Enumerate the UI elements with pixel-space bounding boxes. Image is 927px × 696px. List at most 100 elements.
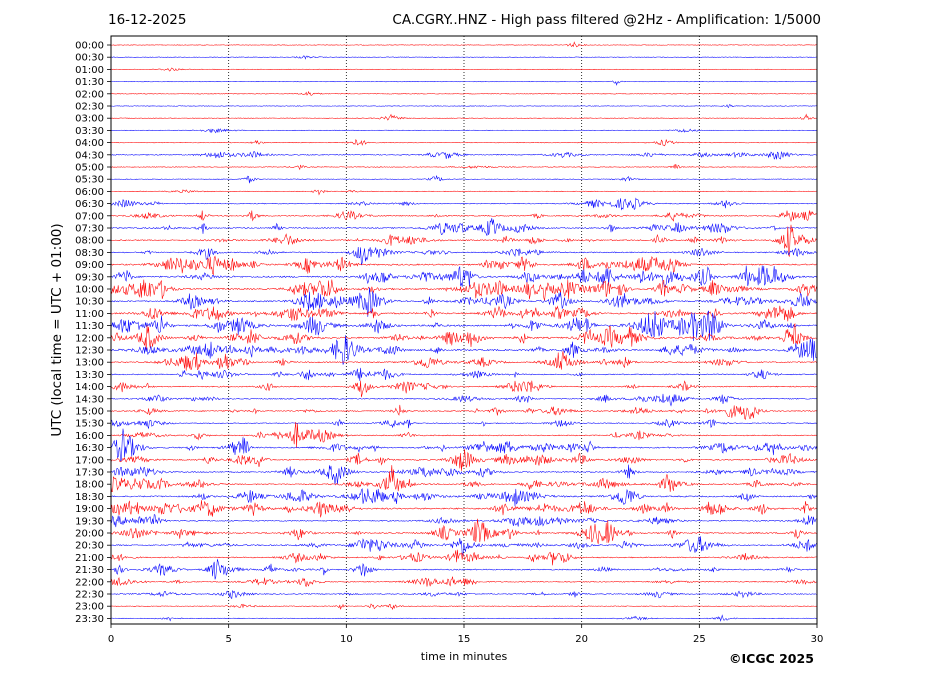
- y-tick-label: 03:30: [75, 126, 104, 137]
- y-tick-label: 21:30: [75, 565, 104, 576]
- trace-1330: [110, 367, 817, 381]
- y-tick-label: 14:30: [75, 394, 104, 405]
- x-tick-label: 10: [340, 634, 353, 645]
- y-tick-label: 07:00: [75, 211, 104, 222]
- y-tick-label: 00:30: [75, 53, 104, 64]
- y-tick-label: 10:30: [75, 297, 104, 308]
- y-tick-label: 16:30: [75, 443, 104, 454]
- y-tick-label: 11:00: [75, 309, 104, 320]
- trace-0400: [110, 138, 817, 147]
- x-tick-label: 0: [108, 634, 114, 645]
- y-tick-label: 10:00: [75, 285, 104, 296]
- x-tick-label: 25: [693, 634, 706, 645]
- y-tick-label: 17:30: [75, 468, 104, 479]
- y-tick-label: 18:00: [75, 480, 104, 491]
- trace-0100: [110, 67, 817, 72]
- trace-0130: [110, 80, 817, 86]
- y-tick-label: 07:30: [75, 224, 104, 235]
- y-tick-label: 03:00: [75, 114, 104, 125]
- y-tick-label: 17:00: [75, 455, 104, 466]
- trace-1500: [110, 404, 817, 420]
- y-tick-label: 12:00: [75, 333, 104, 344]
- trace-2000: [110, 518, 817, 544]
- trace-0700: [110, 210, 817, 223]
- chart-title: CA.CGRY..HNZ - High pass filtered @2Hz -…: [392, 12, 821, 28]
- trace-1030: [110, 287, 817, 317]
- y-tick-label: 09:30: [75, 272, 104, 283]
- trace-1230: [110, 335, 817, 365]
- plot-frame: [110, 35, 818, 625]
- x-axis-label: time in minutes: [420, 650, 508, 663]
- y-tick-label: 06:30: [75, 199, 104, 210]
- y-tick-label: 08:30: [75, 248, 104, 259]
- y-tick-label: 19:00: [75, 504, 104, 515]
- y-tick-label: 01:00: [75, 65, 104, 76]
- trace-1600: [110, 421, 817, 449]
- copyright-label: ©ICGC 2025: [729, 651, 814, 666]
- y-tick-label: 21:00: [75, 553, 104, 564]
- trace-1400: [110, 380, 817, 398]
- trace-1430: [110, 393, 817, 407]
- y-tick-label: 13:00: [75, 358, 104, 369]
- trace-0930: [110, 265, 817, 287]
- trace-1630: [110, 428, 817, 463]
- y-tick-label: 15:30: [75, 419, 104, 430]
- trace-2200: [110, 576, 817, 587]
- y-tick-label: 05:30: [75, 175, 104, 186]
- trace-0430: [110, 151, 817, 160]
- y-tick-label: 20:30: [75, 541, 104, 552]
- y-tick-label: 22:00: [75, 577, 104, 588]
- grid-lines: [228, 36, 700, 624]
- trace-2100: [110, 549, 817, 566]
- trace-1830: [110, 488, 817, 507]
- trace-0300: [110, 113, 817, 121]
- trace-0230: [110, 104, 817, 109]
- y-tick-label: 12:30: [75, 346, 104, 357]
- trace-1900: [110, 500, 817, 518]
- y-tick-label: 15:00: [75, 407, 104, 418]
- y-tick-label: 01:30: [75, 77, 104, 88]
- x-tick-label: 5: [225, 634, 231, 645]
- trace-1300: [110, 351, 817, 371]
- trace-1000: [110, 279, 817, 301]
- trace-2230: [110, 589, 817, 600]
- trace-1130: [110, 310, 817, 341]
- trace-1200: [110, 323, 817, 351]
- trace-1730: [110, 464, 817, 485]
- date-label: 16-12-2025: [108, 12, 187, 28]
- y-tick-label: 04:00: [75, 138, 104, 149]
- trace-0900: [110, 255, 817, 276]
- y-tick-label: 11:30: [75, 321, 104, 332]
- y-tick-label: 02:30: [75, 102, 104, 113]
- y-tick-label: 06:00: [75, 187, 104, 198]
- trace-0030: [110, 55, 817, 60]
- y-tick-label: 08:00: [75, 236, 104, 247]
- trace-1930: [110, 514, 817, 528]
- y-tick-label: 23:30: [75, 614, 104, 625]
- trace-0500: [110, 163, 817, 171]
- trace-1100: [110, 305, 817, 322]
- y-tick-label: 14:00: [75, 382, 104, 393]
- trace-0200: [110, 90, 817, 96]
- trace-1700: [110, 449, 817, 471]
- x-tick-label: 30: [811, 634, 824, 645]
- trace-0600: [110, 189, 817, 196]
- y-tick-label: 04:30: [75, 150, 104, 161]
- trace-1800: [110, 465, 817, 492]
- trace-1530: [110, 418, 817, 430]
- y-tick-label: 16:00: [75, 431, 104, 442]
- x-tick-label: 15: [458, 634, 471, 645]
- trace-2300: [110, 603, 817, 611]
- trace-0000: [110, 41, 817, 48]
- y-tick-label: 18:30: [75, 492, 104, 503]
- trace-0730: [110, 218, 817, 236]
- y-tick-label: 13:30: [75, 370, 104, 381]
- y-tick-label: 19:30: [75, 516, 104, 527]
- trace-0830: [110, 246, 817, 266]
- y-tick-label: 00:00: [75, 41, 104, 52]
- y-axis-label: UTC (local time = UTC + 01:00): [49, 223, 65, 437]
- x-axis-ticks: 0 5 10 15 20 25 30: [108, 624, 824, 645]
- y-tick-label: 22:30: [75, 590, 104, 601]
- trace-2130: [110, 559, 817, 580]
